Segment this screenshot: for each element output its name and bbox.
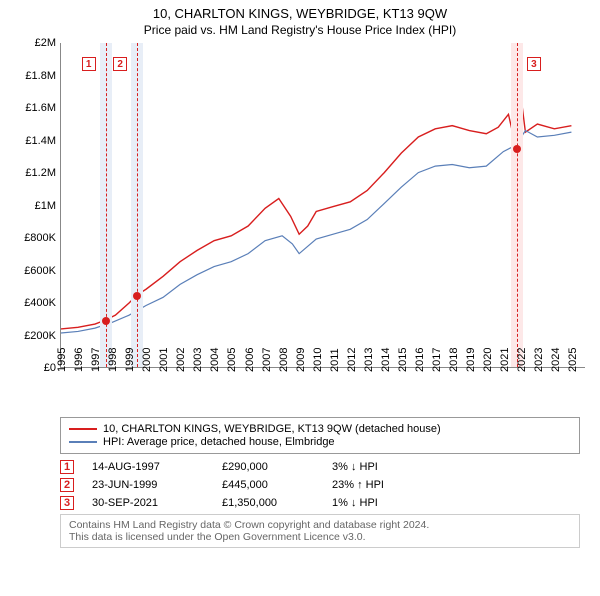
y-tick-label: £2M [10,37,56,49]
y-tick-label: £1.6M [10,102,56,114]
chart-container: 10, CHARLTON KINGS, WEYBRIDGE, KT13 9QW … [0,6,600,596]
y-tick-label: £1.2M [10,167,56,179]
sale-pct: 1% ↓ HPI [332,497,432,509]
sale-marker-2: 2 [113,57,127,71]
sales-table: 1 14-AUG-1997£290,0003% ↓ HPI 2 23-JUN-1999… [60,460,580,510]
sale-num-box: 1 [60,460,74,474]
y-tick-label: £600K [10,265,56,277]
y-tick-label: £400K [10,297,56,309]
sale-record: 2 23-JUN-1999£445,00023% ↑ HPI [60,478,580,492]
sale-record: 1 14-AUG-1997£290,0003% ↓ HPI [60,460,580,474]
y-tick-label: £800K [10,232,56,244]
sale-date: 30-SEP-2021 [92,497,222,509]
sale-vline [517,43,518,367]
sale-pct: 3% ↓ HPI [332,461,432,473]
chart-title: 10, CHARLTON KINGS, WEYBRIDGE, KT13 9QW [0,6,600,21]
y-tick-label: £1.4M [10,135,56,147]
sale-pct: 23% ↑ HPI [332,479,432,491]
footer-attribution: Contains HM Land Registry data © Crown c… [60,514,580,548]
sale-record: 3 30-SEP-2021£1,350,0001% ↓ HPI [60,496,580,510]
sale-num-box: 3 [60,496,74,510]
y-tick-label: £0 [10,362,56,374]
sale-price: £1,350,000 [222,497,332,509]
sale-point-icon [102,317,110,325]
sale-marker-1: 1 [82,57,96,71]
sale-vline [137,43,138,367]
legend-label: HPI: Average price, detached house, Elmb… [103,436,335,448]
sale-point-icon [513,145,521,153]
legend: 10, CHARLTON KINGS, WEYBRIDGE, KT13 9QW … [60,417,580,454]
legend-item: HPI: Average price, detached house, Elmb… [69,436,571,448]
footer-line-2: This data is licensed under the Open Gov… [69,531,571,543]
sale-num-box: 2 [60,478,74,492]
sale-price: £290,000 [222,461,332,473]
y-tick-label: £1M [10,200,56,212]
y-tick-label: £1.8M [10,70,56,82]
legend-label: 10, CHARLTON KINGS, WEYBRIDGE, KT13 9QW … [103,423,441,435]
plot-region: 1 2 3 [60,43,585,368]
sale-marker-3: 3 [527,57,541,71]
sale-price: £445,000 [222,479,332,491]
legend-line-icon [69,428,97,430]
footer-line-1: Contains HM Land Registry data © Crown c… [69,519,571,531]
sale-date: 14-AUG-1997 [92,461,222,473]
legend-line-icon [69,441,97,443]
x-tick-label: 2025 [567,348,600,372]
y-tick-label: £200K [10,330,56,342]
chart-subtitle: Price paid vs. HM Land Registry's House … [0,23,600,37]
chart-area: £0 £200K £400K £600K £800K £1M £1.2M £1.4M £1.6M… [10,43,590,413]
sale-point-icon [133,292,141,300]
legend-item: 10, CHARLTON KINGS, WEYBRIDGE, KT13 9QW … [69,423,571,435]
sale-date: 23-JUN-1999 [92,479,222,491]
